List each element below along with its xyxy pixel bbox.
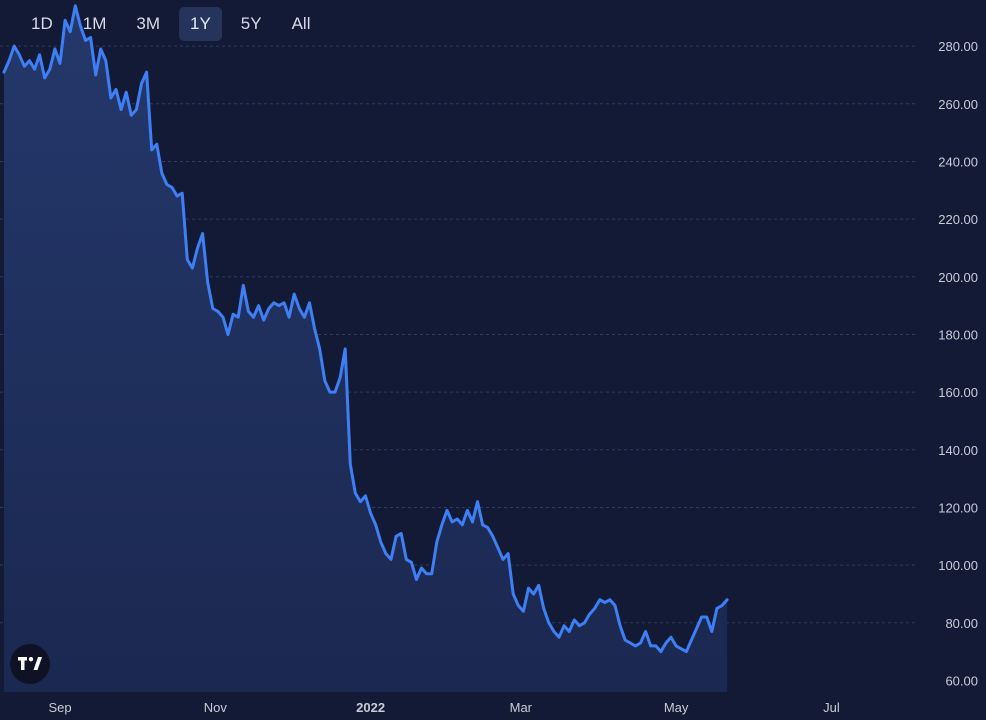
- x-tick-label: Jul: [823, 700, 840, 715]
- y-tick-label: 80.00: [945, 616, 978, 631]
- price-area-fill: [4, 5, 728, 693]
- range-tab-1d[interactable]: 1D: [31, 14, 53, 33]
- y-tick-label: 220.00: [938, 212, 978, 227]
- range-tab-all[interactable]: All: [291, 14, 311, 33]
- price-line: [2, 4, 729, 654]
- range-tab-3m[interactable]: 3M: [136, 14, 160, 33]
- tradingview-logo-glyph: [18, 657, 42, 670]
- x-tick-label: 2022: [356, 700, 385, 715]
- y-tick-label: 180.00: [938, 327, 978, 342]
- tradingview-logo-icon[interactable]: [10, 644, 50, 684]
- y-tick-label: 280.00: [938, 39, 978, 54]
- y-tick-label: 260.00: [938, 97, 978, 112]
- range-tab-5y[interactable]: 5Y: [240, 14, 262, 33]
- y-tick-label: 120.00: [938, 500, 978, 515]
- y-tick-label: 100.00: [938, 558, 978, 573]
- x-tick-label: Nov: [204, 700, 228, 715]
- range-selector: 1D 1M 3M 1Y 5Y All: [20, 6, 321, 42]
- x-tick-label: Mar: [510, 700, 533, 715]
- y-tick-label: 140.00: [938, 443, 978, 458]
- y-tick-label: 60.00: [945, 673, 978, 688]
- range-tab-1m[interactable]: 1M: [82, 14, 107, 33]
- y-tick-label: 160.00: [938, 385, 978, 400]
- y-tick-label: 200.00: [938, 270, 978, 285]
- y-axis: 60.00 80.00 100.00 120.00 140.00 160.00 180.00…: [938, 39, 978, 688]
- y-tick-label: 240.00: [938, 154, 978, 169]
- x-tick-label: Sep: [48, 700, 71, 715]
- range-tab-1y[interactable]: 1Y: [178, 7, 222, 41]
- x-tick-label: May: [664, 700, 689, 715]
- x-axis: Sep Nov 2022 Mar May Jul: [48, 700, 839, 715]
